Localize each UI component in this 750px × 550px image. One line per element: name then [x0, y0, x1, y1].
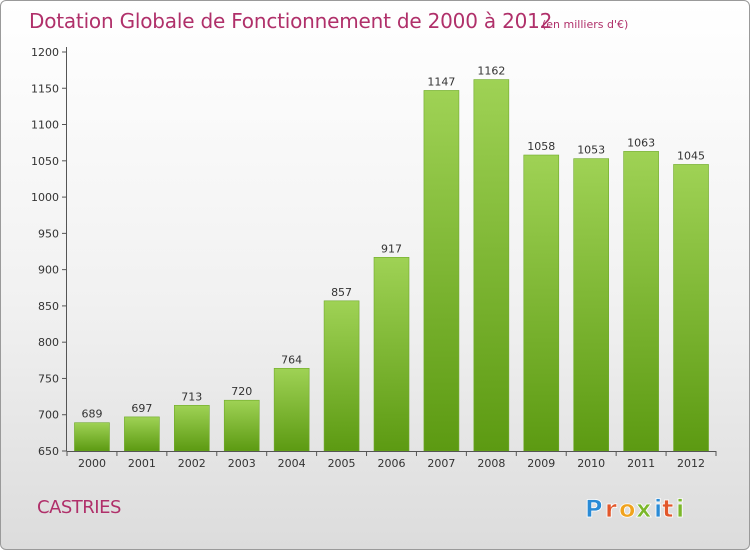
bar-value-label: 764 — [281, 353, 302, 366]
logo-letter: r — [605, 495, 617, 523]
logo-letter: P — [585, 495, 603, 523]
bar-value-label: 697 — [131, 402, 152, 415]
bar-2005 — [323, 300, 360, 452]
x-tick-label: 2007 — [427, 457, 455, 470]
bar-2012 — [673, 164, 709, 452]
bar-2002 — [174, 404, 210, 452]
bar-value-label: 713 — [181, 390, 202, 403]
y-tick-label: 900 — [38, 264, 59, 277]
bars: 689 697 713 720 764 857 917 1147 1162 1058 1053 106… — [74, 65, 709, 452]
x-tick-label: 2009 — [527, 457, 555, 470]
bar-value-label: 1147 — [427, 75, 455, 88]
bar-2009 — [523, 154, 560, 452]
bar-value-label: 1058 — [527, 140, 555, 153]
x-tick-label: 2012 — [677, 457, 705, 470]
y-tick-label: 1150 — [31, 82, 59, 95]
logo-letter: o — [619, 495, 636, 523]
y-tick-label: 850 — [38, 300, 59, 313]
x-tick-label: 2011 — [627, 457, 655, 470]
commune-name: CASTRIES — [37, 497, 121, 518]
bar-value-label: 857 — [331, 286, 352, 299]
x-tick-label: 2002 — [178, 457, 206, 470]
logo-letter: i — [654, 495, 662, 523]
y-tick-label: 750 — [38, 372, 59, 385]
x-tick-label: 2010 — [577, 457, 605, 470]
logo-letter: i — [676, 495, 684, 523]
bar-2004 — [273, 367, 310, 452]
bar-value-label: 917 — [381, 242, 402, 255]
bar-value-label: 1162 — [477, 65, 505, 78]
x-tick-label: 2006 — [378, 457, 406, 470]
y-tick-label: 700 — [38, 409, 59, 422]
bar-2008 — [473, 79, 510, 452]
x-axis: 2000 2001 2002 2003 2004 2005 2006 2007 2008 2009… — [66, 451, 717, 470]
bar-2000 — [74, 422, 110, 452]
logo-letter: t — [662, 495, 673, 523]
y-axis: 650 700 750 800 850 900 950 1000 1050 1100 1150 120… — [31, 46, 67, 458]
logo-letter: x — [636, 495, 652, 523]
bar-2010 — [573, 158, 609, 452]
bar-value-label: 1053 — [577, 144, 605, 157]
chart-unit: (en milliers d'€) — [542, 18, 629, 31]
bar-2006 — [373, 257, 410, 452]
y-tick-label: 1100 — [31, 119, 59, 132]
y-tick-label: 950 — [38, 227, 59, 240]
bar-2011 — [623, 151, 659, 452]
x-tick-label: 2000 — [78, 457, 106, 470]
y-tick-label: 800 — [38, 336, 59, 349]
y-tick-label: 1000 — [31, 191, 59, 204]
bar-2007 — [423, 90, 460, 452]
x-tick-label: 2005 — [328, 457, 356, 470]
y-tick-label: 1200 — [31, 46, 59, 59]
bar-value-label: 1045 — [677, 149, 705, 162]
bar-2003 — [223, 399, 260, 452]
x-tick-label: 2004 — [278, 457, 306, 470]
bar-value-label: 720 — [231, 385, 252, 398]
chart-title: Dotation Globale de Fonctionnement de 20… — [29, 9, 553, 33]
bar-value-label: 1063 — [627, 136, 655, 149]
bar-2001 — [124, 416, 160, 452]
y-tick-label: 1050 — [31, 155, 59, 168]
x-tick-label: 2008 — [477, 457, 505, 470]
x-tick-label: 2001 — [128, 457, 156, 470]
y-tick-label: 650 — [38, 445, 59, 458]
bar-value-label: 689 — [81, 408, 102, 421]
x-tick-label: 2003 — [228, 457, 256, 470]
